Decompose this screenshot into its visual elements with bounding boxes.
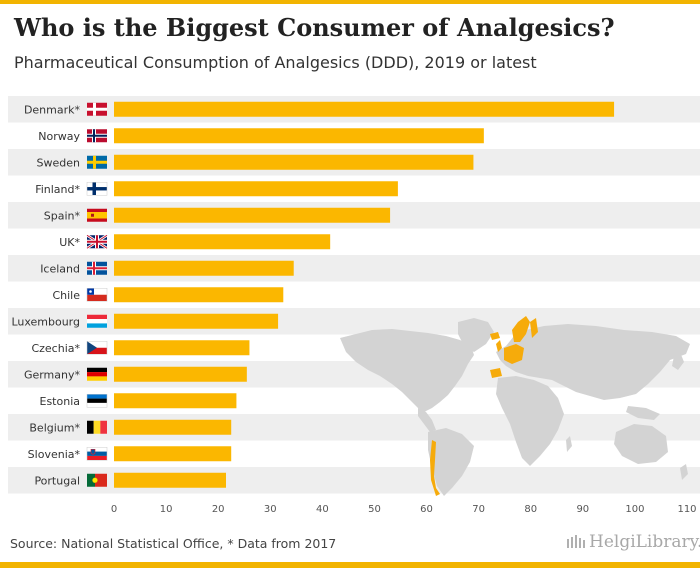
chart-title: Who is the Biggest Consumer of Analgesic… — [14, 13, 615, 42]
sweden-flag-icon — [87, 155, 107, 169]
map-highlight-iceland — [490, 332, 500, 340]
category-label: Slovenia* — [28, 448, 81, 461]
category-label: Sweden — [37, 156, 80, 169]
bar-sweden — [114, 154, 474, 170]
category-label: Luxembourg — [11, 315, 80, 328]
bar-chile — [114, 287, 284, 303]
luxembourg-flag-icon — [87, 314, 107, 328]
x-tick-label: 40 — [316, 504, 329, 515]
x-tick-label: 0 — [111, 504, 117, 515]
bar-chart: Denmark* Norway Sweden Finland* Spain* UK* Ice… — [8, 96, 700, 515]
bar-iceland — [114, 260, 294, 276]
row-band — [8, 255, 700, 282]
map-japan — [672, 352, 684, 370]
category-label: Germany* — [24, 368, 81, 381]
category-label: Portugal — [34, 474, 80, 487]
belgium-flag-icon — [87, 420, 107, 434]
map-eurasia — [496, 324, 690, 400]
germany-flag-icon — [87, 367, 107, 381]
x-tick-label: 70 — [472, 504, 485, 515]
map-highlight-finland — [530, 318, 538, 338]
bar-finland — [114, 181, 398, 197]
czechia-flag-icon — [86, 341, 108, 355]
bar-germany — [114, 366, 247, 382]
x-tick-label: 20 — [212, 504, 225, 515]
category-label: Norway — [38, 130, 80, 143]
bar-luxembourg — [114, 313, 279, 329]
map-greenland — [458, 318, 494, 352]
bar-slovenia — [114, 446, 232, 462]
bar-uk — [114, 234, 331, 250]
category-label: Denmark* — [24, 103, 81, 116]
x-tick-label: 50 — [368, 504, 381, 515]
map-highlight-uk — [496, 340, 502, 352]
bar-denmark — [114, 101, 615, 117]
chart-subtitle: Pharmaceutical Consumption of Analgesics… — [14, 53, 537, 72]
category-label: UK* — [59, 236, 80, 249]
category-label: Chile — [52, 289, 80, 302]
brand-text: HelgiLibrary. — [589, 532, 700, 552]
source-note: Source: National Statistical Office, * D… — [10, 536, 337, 551]
portugal-flag-icon — [87, 473, 107, 487]
bar-czechia — [114, 340, 250, 356]
row-band — [8, 414, 700, 441]
map-highlight-chile — [430, 440, 440, 496]
row-band — [8, 467, 700, 494]
bar-belgium — [114, 419, 232, 435]
map-australia — [614, 424, 668, 464]
map-madagascar — [566, 436, 572, 452]
bar-norway — [114, 128, 484, 144]
map-central-america — [418, 408, 436, 432]
map-new-zealand — [680, 464, 688, 480]
bar-estonia — [114, 393, 237, 409]
map-highlight-nordics — [512, 316, 530, 342]
iceland-flag-icon — [87, 261, 107, 275]
x-tick-label: 100 — [625, 504, 644, 515]
bar-portugal — [114, 472, 226, 488]
map-south-america — [428, 428, 474, 496]
map-africa — [496, 376, 564, 466]
denmark-flag-icon — [87, 102, 107, 116]
estonia-flag-icon — [86, 394, 108, 408]
x-tick-label: 30 — [264, 504, 277, 515]
brand-logo: HelgiLibrary. — [566, 532, 700, 552]
x-tick-label: 10 — [160, 504, 173, 515]
map-highlight-continent — [504, 344, 524, 364]
norway-flag-icon — [87, 129, 107, 143]
category-label: Spain* — [44, 209, 81, 222]
map-highlight-iberia — [490, 368, 502, 378]
bottom-accent-bar — [0, 562, 700, 568]
category-label: Iceland — [40, 262, 80, 275]
slovenia-flag-icon — [86, 447, 108, 461]
spain-flag-icon — [87, 208, 107, 222]
world-map-illustration — [340, 316, 690, 496]
bar-spain — [114, 207, 391, 223]
x-tick-label: 60 — [420, 504, 433, 515]
finland-flag-icon — [86, 182, 108, 196]
x-tick-label: 90 — [576, 504, 589, 515]
library-icon — [567, 535, 585, 548]
top-accent-bar — [0, 0, 700, 4]
category-label: Czechia* — [31, 342, 80, 355]
x-tick-label: 110 — [677, 504, 696, 515]
x-tick-label: 80 — [524, 504, 537, 515]
uk-flag-icon — [86, 234, 108, 250]
category-label: Belgium* — [29, 421, 80, 434]
category-label: Finland* — [35, 183, 80, 196]
map-southeast-asia — [626, 406, 660, 420]
chile-flag-icon — [86, 288, 108, 302]
category-label: Estonia — [40, 395, 81, 408]
map-north-america — [340, 329, 474, 412]
